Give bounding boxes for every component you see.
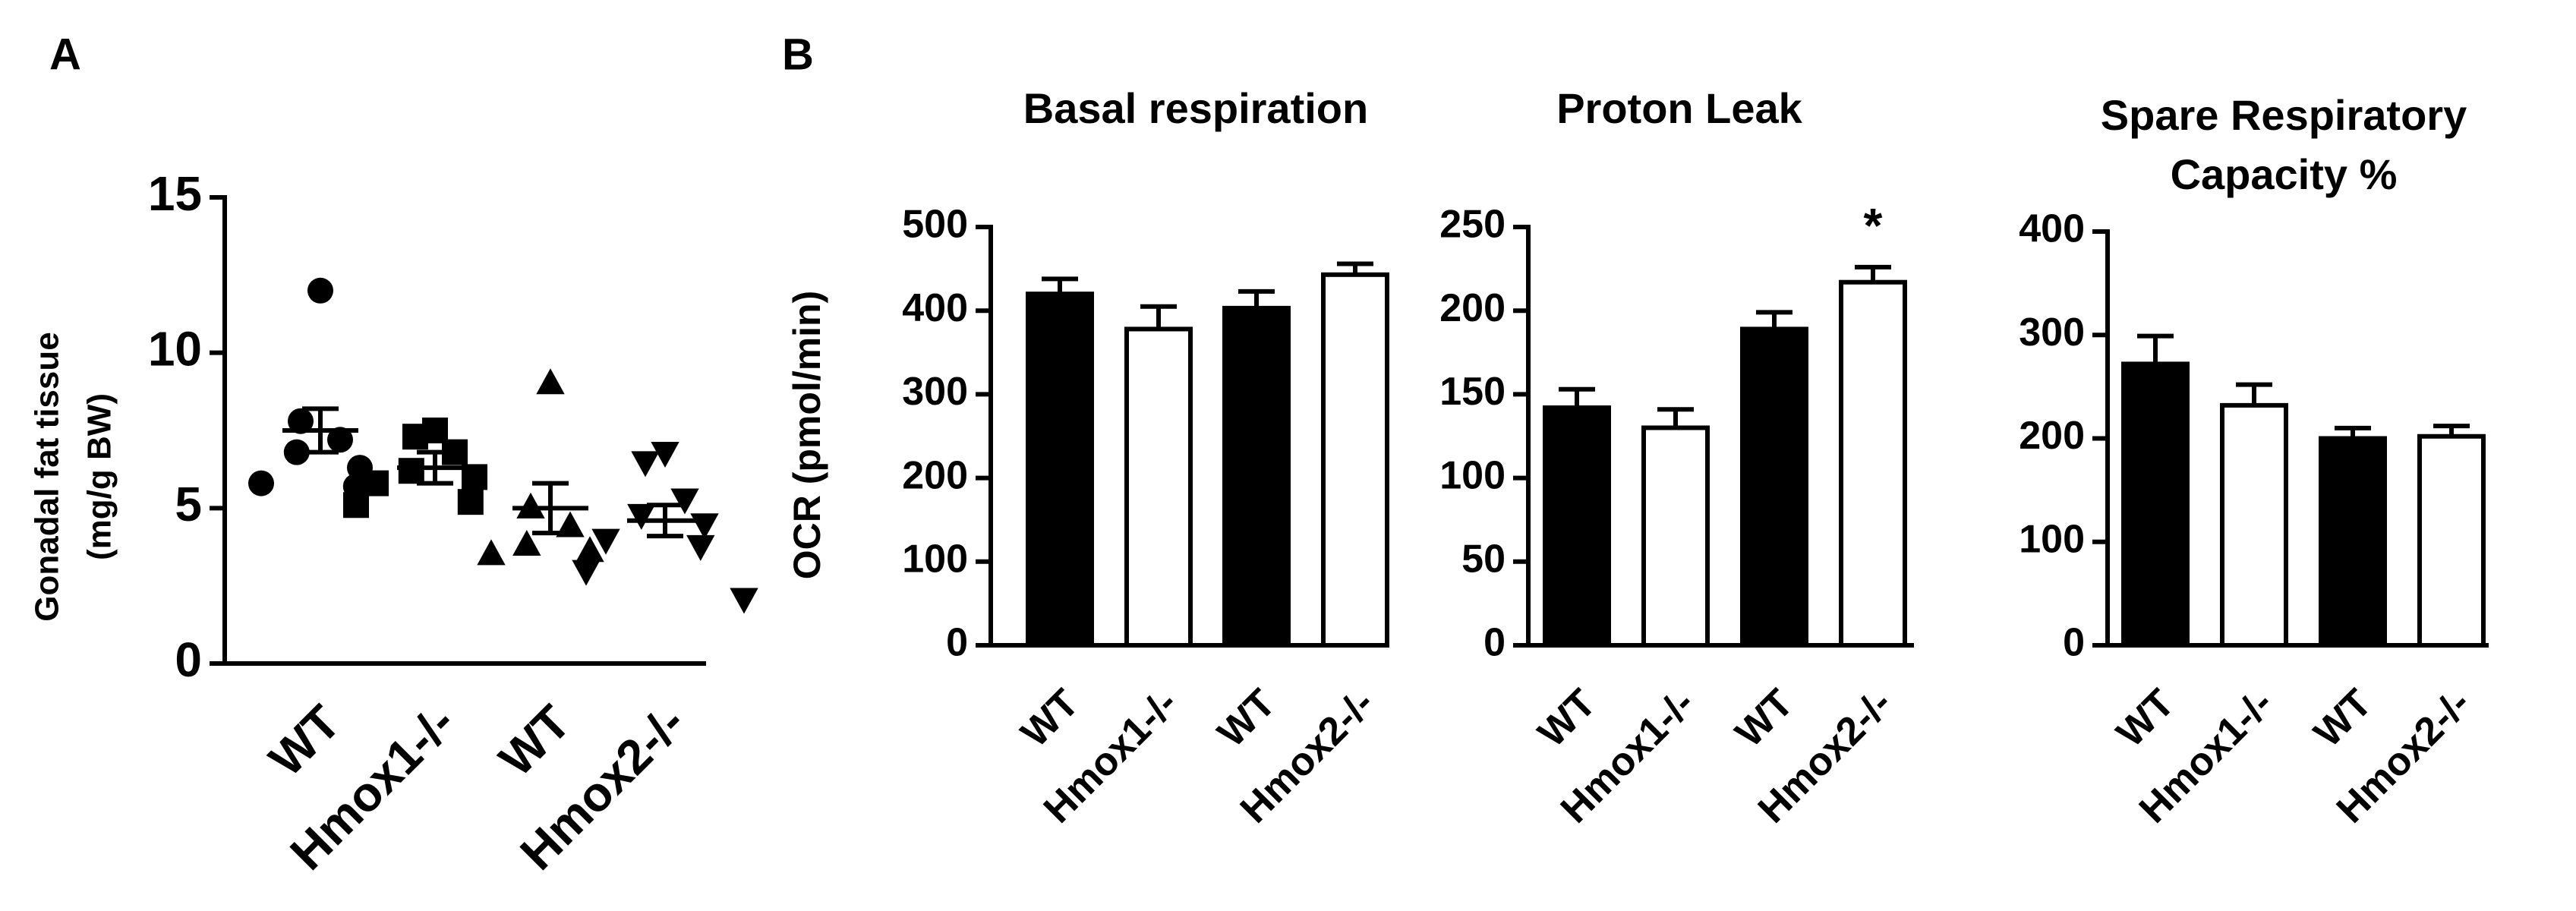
data-point [651, 442, 679, 468]
y-tick-label: 200 [902, 453, 968, 497]
x-tick-label: WT [259, 695, 351, 786]
y-tick-label: 100 [902, 537, 968, 582]
data-point [536, 368, 565, 395]
bar [1740, 326, 1808, 648]
bar [2121, 361, 2190, 648]
chart-title: Basal respiration [1023, 84, 1368, 132]
data-point [343, 492, 369, 519]
data-point [575, 536, 604, 563]
bar [1839, 279, 1907, 648]
y-tick-label: 400 [2019, 207, 2085, 251]
bar [2417, 433, 2486, 648]
bar [2319, 436, 2387, 648]
y-tick-label: 0 [946, 621, 968, 665]
y-axis-label: OCR (pmol/min) [786, 291, 828, 580]
data-point [327, 427, 353, 453]
y-tick-label: 5 [175, 477, 202, 531]
data-point [477, 539, 506, 566]
data-point [363, 470, 389, 496]
data-point [556, 511, 585, 537]
y-tick-label: 400 [902, 286, 968, 330]
data-point [631, 451, 660, 478]
chart-title: Proton Leak [1556, 84, 1802, 132]
data-point [457, 489, 484, 515]
data-point [516, 492, 545, 519]
x-tick-label: WT [2108, 681, 2183, 755]
x-tick-label: WT [1013, 681, 1087, 755]
bar [1026, 292, 1094, 648]
x-tick-label: WT [1727, 681, 1802, 755]
y-tick-label: 200 [1439, 286, 1506, 330]
chart-title: Spare Respiratory [2101, 91, 2467, 139]
y-tick-label: 0 [2063, 621, 2085, 665]
bar [1543, 405, 1611, 648]
x-tick-label: WT [1530, 681, 1604, 755]
panel-label: B [782, 30, 814, 79]
y-axis-label: Gonadal fat tissue [29, 332, 66, 621]
data-point [512, 530, 541, 556]
data-point [572, 560, 601, 586]
data-point [627, 503, 656, 530]
y-tick-label: 300 [902, 370, 968, 414]
data-point [730, 588, 758, 614]
data-point [591, 528, 620, 555]
y-tick-label: 300 [2019, 310, 2085, 355]
data-point [288, 408, 314, 434]
chart-title: Capacity % [2171, 150, 2398, 198]
y-tick-label: 15 [148, 166, 202, 221]
panel-label: A [49, 30, 81, 79]
y-tick-label: 150 [1439, 370, 1506, 414]
x-tick-label: WT [489, 695, 581, 786]
y-tick-label: 200 [2019, 414, 2085, 458]
y-axis-label: (mg/g BW) [81, 393, 118, 560]
data-point [686, 534, 715, 561]
data-point [398, 458, 424, 484]
y-tick-label: 10 [148, 322, 202, 377]
y-tick-label: 500 [902, 203, 968, 247]
x-tick-label: WT [1209, 681, 1284, 755]
y-tick-label: 250 [1439, 203, 1506, 247]
y-tick-label: 0 [175, 632, 202, 687]
y-tick-label: 0 [1483, 621, 1506, 665]
y-tick-label: 100 [2019, 517, 2085, 561]
data-point [402, 424, 428, 450]
x-tick-label: WT [2306, 681, 2380, 755]
y-tick-label: 100 [1439, 453, 1506, 497]
y-tick-label: 50 [1461, 537, 1506, 582]
data-point [670, 488, 699, 515]
bar [1222, 305, 1291, 648]
data-point [248, 470, 274, 496]
data-point [283, 439, 310, 465]
bar [1321, 272, 1389, 648]
bar [1124, 326, 1193, 648]
bar [2220, 402, 2288, 648]
data-point [307, 277, 333, 304]
annotation: * [1864, 198, 1883, 253]
bar [1641, 425, 1710, 648]
